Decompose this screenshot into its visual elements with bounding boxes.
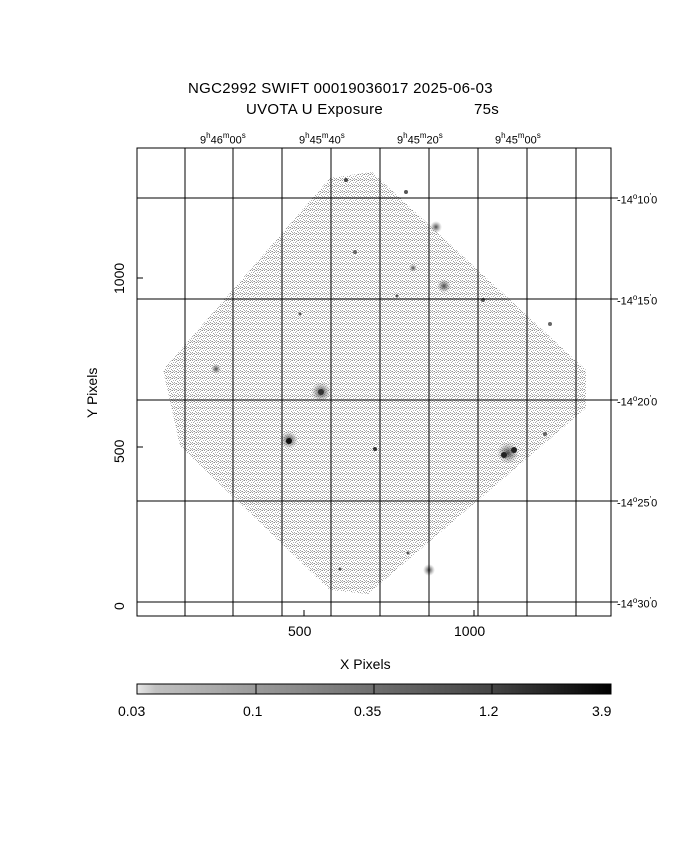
exposure-footprint xyxy=(163,172,586,594)
dec-label: -14o25'0 xyxy=(617,495,658,510)
dec-label: -14o20'0 xyxy=(617,394,658,409)
x-tick-label: 500 xyxy=(288,623,312,639)
y-axis-label: Y Pixels xyxy=(84,367,100,418)
x-axis-label: X Pixels xyxy=(340,656,391,672)
exposure-label: UVOTA U Exposure xyxy=(246,101,384,118)
plot-frame xyxy=(136,147,612,617)
colorbar-label: 0.1 xyxy=(243,703,263,719)
colorbar-label: 0.03 xyxy=(118,703,146,719)
ra-label: 9h46m00s xyxy=(200,131,246,147)
dec-label: -14o15'0 xyxy=(617,293,658,308)
exposure-time: 75s xyxy=(474,101,500,118)
y-tick-label: 500 xyxy=(111,439,127,463)
colorbar-label: 0.35 xyxy=(354,703,382,719)
coordinate-grid xyxy=(137,148,611,616)
image-title: NGC2992 SWIFT 00019036017 2025-06-03 xyxy=(188,80,493,97)
dec-label: -14o30'0 xyxy=(617,596,658,611)
colorbar-label: 1.2 xyxy=(479,703,499,719)
x-tick-label: 1000 xyxy=(454,623,486,639)
ra-label: 9h45m40s xyxy=(299,131,345,147)
ra-label: 9h45m20s xyxy=(397,131,443,147)
y-tick-label: 1000 xyxy=(111,262,127,294)
colorbar-label: 3.9 xyxy=(592,703,612,719)
ra-label: 9h45m00s xyxy=(495,131,541,147)
y-tick-label: 0 xyxy=(111,602,127,610)
dec-label: -14o10'0 xyxy=(617,192,658,207)
